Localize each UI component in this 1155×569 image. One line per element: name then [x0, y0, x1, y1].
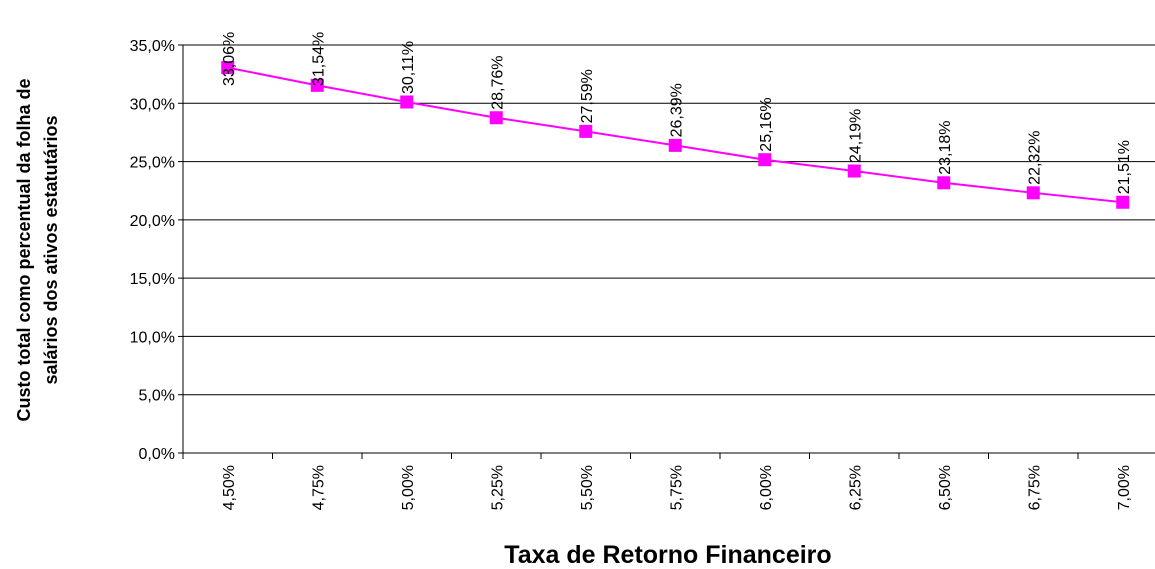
data-label: 31,54%	[310, 32, 327, 86]
data-label: 26,39%	[668, 83, 685, 137]
marker	[310, 78, 324, 92]
x-tick-label: 6,75%	[1026, 465, 1043, 510]
marker	[847, 164, 861, 178]
marker	[1116, 195, 1130, 209]
data-label: 22,32%	[1026, 131, 1043, 185]
y-tick-label: 25,0%	[130, 155, 175, 172]
y-tick-label: 0,0%	[139, 446, 175, 463]
x-tick-label: 6,50%	[937, 465, 954, 510]
marker	[489, 111, 503, 125]
marker	[221, 61, 235, 75]
data-label: 21,51%	[1116, 140, 1133, 194]
x-tick-label: 6,25%	[847, 465, 864, 510]
data-label: 30,11%	[400, 41, 417, 94]
x-tick-label: 4,50%	[221, 465, 238, 510]
x-tick-label: 4,75%	[310, 465, 327, 510]
y-axis-title: Custo total como percentual da folha de	[14, 78, 34, 421]
x-tick-label: 5,50%	[579, 465, 596, 510]
x-tick-label: 5,25%	[489, 465, 506, 510]
y-tick-label: 30,0%	[130, 96, 175, 113]
x-axis-title: Taxa de Retorno Financeiro	[504, 541, 831, 569]
y-tick-label: 20,0%	[130, 213, 175, 230]
data-label: 25,16%	[758, 97, 775, 151]
marker	[668, 138, 682, 152]
marker	[758, 153, 772, 167]
y-axis-title: salários dos ativos estatutários	[41, 115, 61, 384]
data-label: 24,19%	[847, 109, 864, 163]
x-tick-label: 6,00%	[758, 465, 775, 510]
x-tick-label: 5,00%	[400, 465, 417, 510]
data-label: 27,59%	[579, 69, 596, 123]
x-tick-label: 7,00%	[1116, 465, 1133, 510]
marker	[400, 95, 414, 109]
y-tick-label: 35,0%	[130, 38, 175, 55]
data-label: 28,76%	[489, 55, 506, 109]
marker	[1026, 186, 1040, 200]
y-tick-label: 15,0%	[130, 271, 175, 288]
y-tick-label: 10,0%	[130, 329, 175, 346]
x-tick-label: 5,75%	[668, 465, 685, 510]
marker	[937, 176, 951, 190]
marker	[579, 124, 593, 138]
data-label: 23,18%	[937, 121, 954, 175]
data-label: 33,06%	[221, 32, 238, 86]
y-tick-label: 5,0%	[139, 388, 175, 405]
